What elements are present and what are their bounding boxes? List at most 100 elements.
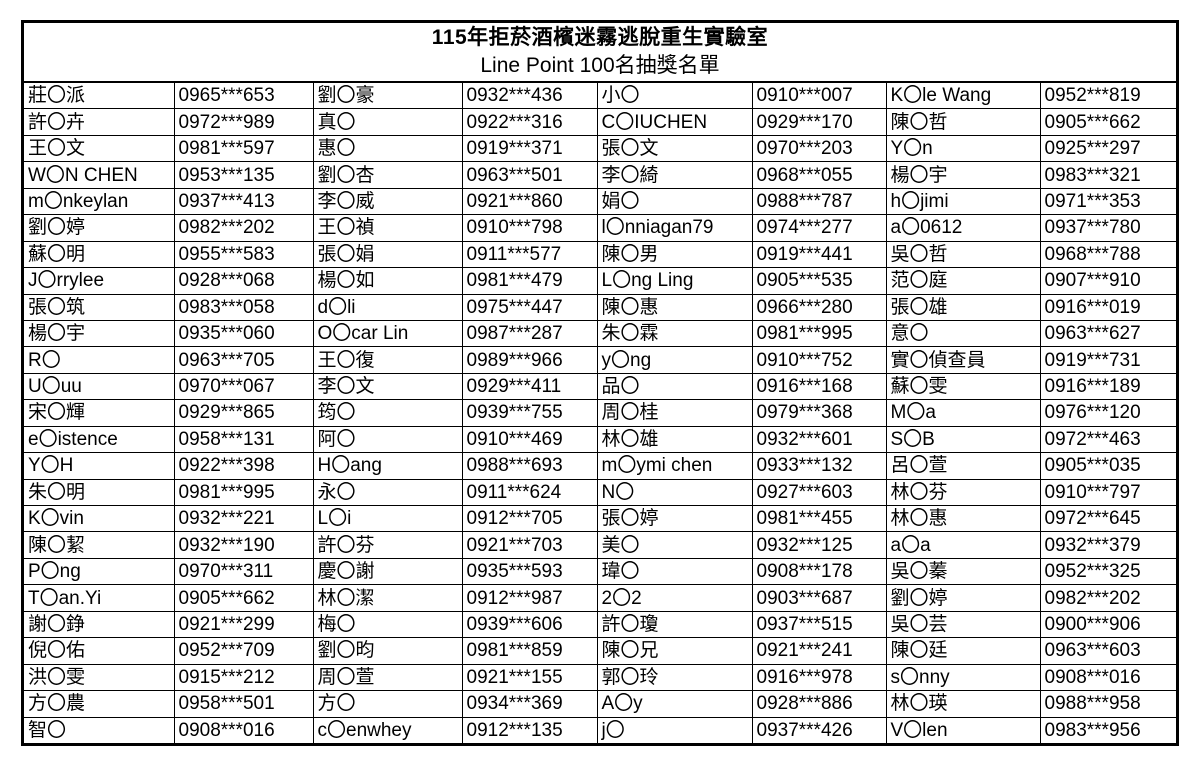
winner-phone-cell: 0968***055 bbox=[751, 161, 887, 189]
winner-phone-cell: 0928***886 bbox=[751, 690, 887, 718]
winner-phone-cell: 0982***202 bbox=[173, 214, 314, 242]
winner-phone-cell: 0983***321 bbox=[1039, 161, 1176, 189]
winner-phone-cell: 0912***987 bbox=[461, 584, 598, 612]
winner-name-cell: 許〇瓊 bbox=[596, 610, 753, 639]
winner-name-cell: 蘇〇雯 bbox=[885, 372, 1041, 401]
winner-phone-cell: 0958***131 bbox=[173, 425, 314, 454]
winner-phone-cell: 0981***479 bbox=[461, 267, 598, 295]
winner-name-cell: 陳〇哲 bbox=[885, 108, 1041, 136]
winner-name-cell: 林〇雄 bbox=[596, 425, 753, 454]
winner-name-cell: 瑋〇 bbox=[596, 557, 753, 586]
winners-list-frame: 115年拒菸酒檳迷霧逃脫重生實驗室 Line Point 100名抽獎名單 莊〇… bbox=[21, 20, 1179, 746]
winner-name-cell: h〇jimi bbox=[885, 187, 1041, 216]
winner-phone-cell: 0916***019 bbox=[1039, 293, 1176, 321]
winner-phone-cell: 0916***189 bbox=[1039, 372, 1176, 401]
winner-phone-cell: 0922***398 bbox=[173, 452, 314, 480]
winner-name-cell: 陳〇惠 bbox=[596, 293, 753, 321]
winner-phone-cell: 0966***280 bbox=[751, 293, 887, 321]
table-row: 宋〇輝 0929***865 筠〇 0939***755 周〇桂 0979***368 M〇… bbox=[24, 399, 1176, 427]
winner-phone-cell: 0963***705 bbox=[173, 346, 314, 374]
winner-phone-cell: 0912***705 bbox=[461, 504, 598, 533]
winner-phone-cell: 0968***788 bbox=[1039, 240, 1176, 269]
winner-phone-cell: 0919***441 bbox=[751, 240, 887, 269]
winner-name-cell: 王〇復 bbox=[312, 346, 463, 374]
page-subtitle: Line Point 100名抽獎名單 bbox=[480, 54, 720, 77]
winner-phone-cell: 0900***906 bbox=[1039, 610, 1176, 639]
winner-phone-cell: 0981***455 bbox=[751, 504, 887, 533]
winner-phone-cell: 0963***627 bbox=[1039, 319, 1176, 348]
winner-phone-cell: 0979***368 bbox=[751, 399, 887, 427]
table-row: K〇vin 0932***221 L〇i 0912***705 張〇婷 0981***45… bbox=[24, 504, 1176, 533]
table-row: m〇nkeylan 0937***413 李〇威 0921***860 娟〇 0988**… bbox=[24, 187, 1176, 216]
winner-name-cell: W〇N CHEN bbox=[24, 161, 175, 189]
winner-name-cell: d〇li bbox=[312, 293, 463, 321]
winner-name-cell: 陳〇廷 bbox=[885, 637, 1041, 665]
winner-phone-cell: 0937***413 bbox=[173, 187, 314, 216]
winner-name-cell: H〇ang bbox=[312, 452, 463, 480]
winner-phone-cell: 0970***067 bbox=[173, 372, 314, 401]
winner-name-cell: 永〇 bbox=[312, 478, 463, 507]
winner-name-cell: 智〇 bbox=[24, 716, 175, 743]
winner-name-cell: 范〇庭 bbox=[885, 267, 1041, 295]
winner-name-cell: 筠〇 bbox=[312, 399, 463, 427]
winner-phone-cell: 0907***910 bbox=[1039, 267, 1176, 295]
winner-name-cell: y〇ng bbox=[596, 346, 753, 374]
winner-phone-cell: 0937***515 bbox=[751, 610, 887, 639]
winner-name-cell: Y〇H bbox=[24, 452, 175, 480]
winner-name-cell: C〇IUCHEN bbox=[596, 108, 753, 136]
table-row: 倪〇佑 0952***709 劉〇昀 0981***859 陳〇兄 0921***241 陳… bbox=[24, 637, 1176, 665]
winner-name-cell: 朱〇明 bbox=[24, 478, 175, 507]
winner-phone-cell: 0908***016 bbox=[173, 716, 314, 743]
winner-name-cell: 陳〇絜 bbox=[24, 531, 175, 559]
winner-name-cell: P〇ng bbox=[24, 557, 175, 586]
table-row: W〇N CHEN 0953***135 劉〇杏 0963***501 李〇綺 0968**… bbox=[24, 161, 1176, 189]
winner-name-cell: c〇enwhey bbox=[312, 716, 463, 743]
winner-name-cell: 方〇農 bbox=[24, 690, 175, 718]
winners-table-body: 莊〇派 0965***653 劉〇豪 0932***436 小〇 0910***007 K〇… bbox=[24, 81, 1176, 743]
winner-name-cell: 呂〇萱 bbox=[885, 452, 1041, 480]
table-row: 蘇〇明 0955***583 張〇娟 0911***577 陳〇男 0919***441 吳… bbox=[24, 240, 1176, 269]
winner-phone-cell: 0932***125 bbox=[751, 531, 887, 559]
title-block: 115年拒菸酒檳迷霧逃脫重生實驗室 Line Point 100名抽獎名單 bbox=[24, 23, 1176, 82]
table-row: 智〇 0908***016 c〇enwhey 0912***135 j〇 0937***4… bbox=[24, 716, 1176, 743]
winner-name-cell: K〇vin bbox=[24, 504, 175, 533]
winner-phone-cell: 0988***693 bbox=[461, 452, 598, 480]
winner-phone-cell: 0972***989 bbox=[173, 108, 314, 136]
winner-phone-cell: 0925***297 bbox=[1039, 134, 1176, 163]
winner-name-cell: 張〇筑 bbox=[24, 293, 175, 321]
winner-name-cell: 倪〇佑 bbox=[24, 637, 175, 665]
winner-phone-cell: 0910***752 bbox=[751, 346, 887, 374]
table-row: T〇an.Yi 0905***662 林〇潔 0912***987 2〇2 0903***… bbox=[24, 584, 1176, 612]
table-row: e〇istence 0958***131 阿〇 0910***469 林〇雄 0932**… bbox=[24, 425, 1176, 454]
winner-phone-cell: 0911***624 bbox=[461, 478, 598, 507]
table-row: J〇rrylee 0928***068 楊〇如 0981***479 L〇ng Ling… bbox=[24, 267, 1176, 295]
winner-phone-cell: 0905***535 bbox=[751, 267, 887, 295]
winner-phone-cell: 0976***120 bbox=[1039, 399, 1176, 427]
winner-name-cell: 洪〇雯 bbox=[24, 663, 175, 692]
winner-phone-cell: 0975***447 bbox=[461, 293, 598, 321]
winner-name-cell: 2〇2 bbox=[596, 584, 753, 612]
winner-phone-cell: 0952***819 bbox=[1039, 81, 1176, 110]
table-row: 方〇農 0958***501 方〇 0934***369 A〇y 0928***886 林〇… bbox=[24, 690, 1176, 718]
winner-phone-cell: 0952***325 bbox=[1039, 557, 1176, 586]
winner-name-cell: l〇nniagan79 bbox=[596, 214, 753, 242]
winner-name-cell: 意〇 bbox=[885, 319, 1041, 348]
winner-name-cell: R〇 bbox=[24, 346, 175, 374]
winner-phone-cell: 0922***316 bbox=[461, 108, 598, 136]
winner-phone-cell: 0929***411 bbox=[461, 372, 598, 401]
winner-name-cell: 真〇 bbox=[312, 108, 463, 136]
winner-name-cell: 莊〇派 bbox=[24, 81, 175, 110]
winner-name-cell: U〇uu bbox=[24, 372, 175, 401]
winner-name-cell: 娟〇 bbox=[596, 187, 753, 216]
winner-name-cell: 張〇婷 bbox=[596, 504, 753, 533]
winner-name-cell: O〇car Lin bbox=[312, 319, 463, 348]
winner-phone-cell: 0981***597 bbox=[173, 134, 314, 163]
winner-name-cell: A〇y bbox=[596, 690, 753, 718]
winner-phone-cell: 0939***606 bbox=[461, 610, 598, 639]
winner-name-cell: 劉〇婷 bbox=[24, 214, 175, 242]
winner-phone-cell: 0953***135 bbox=[173, 161, 314, 189]
table-row: 洪〇雯 0915***212 周〇萱 0921***155 郭〇玲 0916***978 s… bbox=[24, 663, 1176, 692]
winner-name-cell: L〇ng Ling bbox=[596, 267, 753, 295]
winner-phone-cell: 0919***731 bbox=[1039, 346, 1176, 374]
winner-name-cell: 李〇文 bbox=[312, 372, 463, 401]
